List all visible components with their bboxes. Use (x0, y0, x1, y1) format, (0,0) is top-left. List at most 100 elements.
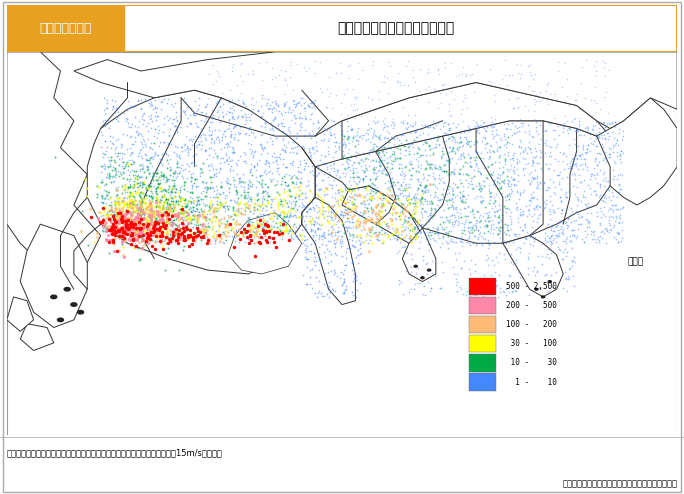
Point (586, 209, 596, 217)
Point (231, 226, 241, 234)
Point (376, 207, 387, 215)
Point (375, 157, 386, 165)
Point (540, 270, 551, 278)
Point (488, 206, 499, 214)
Point (114, 156, 125, 164)
Point (222, 228, 233, 236)
Point (584, 219, 595, 227)
Point (187, 203, 198, 210)
Point (397, 243, 408, 251)
Point (337, 210, 348, 218)
Point (299, 156, 310, 164)
Point (266, 234, 277, 242)
Point (341, 155, 352, 163)
Point (573, 210, 583, 218)
Point (406, 171, 417, 179)
Point (607, 201, 618, 209)
Point (161, 214, 172, 222)
Point (466, 226, 477, 234)
Point (277, 229, 288, 237)
Point (172, 169, 183, 177)
Point (462, 171, 473, 179)
Point (298, 94, 308, 102)
Point (294, 186, 305, 194)
Point (284, 185, 295, 193)
Point (332, 166, 343, 174)
Point (551, 238, 562, 246)
Point (304, 129, 315, 137)
Point (390, 214, 401, 222)
Point (495, 184, 506, 192)
Point (174, 202, 185, 209)
Point (212, 69, 223, 77)
Point (109, 199, 120, 206)
Point (200, 147, 211, 155)
Point (324, 285, 334, 292)
Point (449, 169, 460, 177)
Point (352, 251, 363, 259)
Point (488, 147, 499, 155)
Point (127, 200, 138, 207)
Point (140, 183, 151, 191)
Point (557, 124, 568, 132)
Point (231, 197, 242, 205)
Point (198, 232, 209, 240)
Point (363, 199, 374, 207)
Point (192, 122, 202, 130)
Point (240, 113, 251, 121)
Point (190, 221, 201, 229)
Point (187, 109, 198, 117)
Point (280, 213, 291, 221)
Point (101, 218, 111, 226)
Point (150, 209, 161, 217)
Point (453, 212, 464, 220)
Point (107, 223, 118, 231)
Point (335, 268, 346, 276)
Point (258, 200, 269, 207)
Point (493, 174, 504, 182)
Point (252, 107, 263, 115)
Point (531, 203, 542, 210)
Point (397, 118, 408, 125)
Point (105, 153, 116, 161)
Point (570, 149, 581, 157)
Point (562, 248, 573, 256)
Point (198, 212, 209, 220)
Point (512, 104, 523, 112)
Point (232, 136, 243, 144)
Point (92, 193, 103, 201)
Point (123, 201, 134, 209)
Point (179, 202, 190, 209)
Point (576, 220, 587, 228)
Point (160, 214, 171, 222)
Point (144, 154, 155, 162)
Point (406, 175, 417, 183)
Point (134, 232, 145, 240)
Point (356, 226, 367, 234)
Point (609, 118, 620, 125)
Point (105, 171, 116, 179)
Point (311, 147, 322, 155)
Point (161, 230, 172, 238)
Point (449, 204, 460, 211)
Point (276, 208, 287, 216)
Point (234, 200, 245, 207)
Point (575, 178, 586, 186)
Point (310, 228, 321, 236)
Point (540, 239, 551, 247)
Point (225, 196, 236, 204)
Point (247, 225, 258, 233)
Point (79, 175, 90, 183)
Point (425, 145, 436, 153)
Point (614, 218, 624, 226)
Point (184, 232, 195, 240)
Point (113, 247, 124, 254)
Point (267, 158, 278, 166)
Point (170, 202, 181, 209)
Point (278, 122, 289, 130)
Point (478, 222, 489, 230)
Point (365, 226, 376, 234)
Point (167, 237, 178, 245)
Point (411, 95, 422, 103)
Point (373, 214, 384, 222)
